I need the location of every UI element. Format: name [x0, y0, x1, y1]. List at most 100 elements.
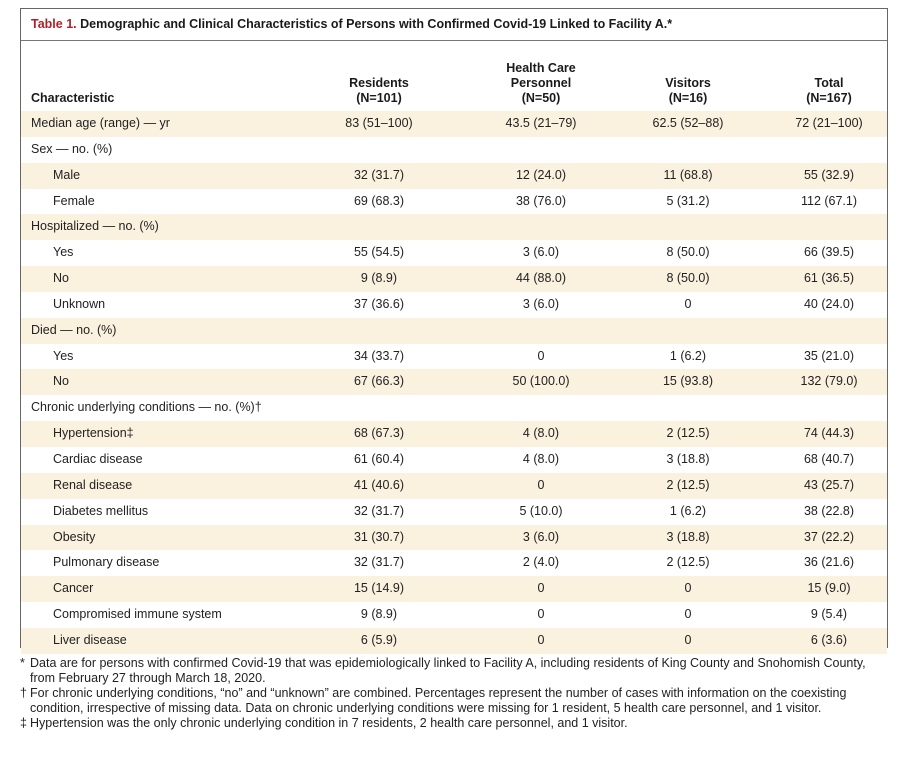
residents-value: 32 (31.7)	[353, 167, 405, 182]
residents-value	[299, 318, 459, 344]
visitors-value: 62.5 (52–88)	[652, 116, 724, 130]
total-value	[749, 214, 908, 240]
table-row: Diabetes mellitus 32 (31.7) 5 (10.0) 1 (6.2…	[21, 499, 887, 525]
table-row: Hospitalized — no. (%)	[21, 214, 887, 241]
hcp-value: 0	[537, 607, 545, 622]
table-row: Pulmonary disease 32 (31.7) 2 (4.0) 2 (12.5…	[21, 550, 887, 576]
table-row: Male 32 (31.7) 12 (24.0) 11 (68.8) 55 (32.9)	[21, 162, 887, 189]
residents-value: 9 (8.9)	[360, 607, 398, 622]
hcp-value: 4 (8.0)	[522, 426, 560, 441]
table-row: Renal disease 41 (40.6) 0 2 (12.5) 43 (25.7)	[21, 472, 887, 499]
residents-value: 83 (51–100)	[345, 116, 413, 130]
total-value: 9 (5.4)	[810, 607, 848, 622]
residents-value: 55 (54.5)	[353, 245, 405, 260]
table-row: Yes 55 (54.5) 3 (6.0) 8 (50.0) 66 (39.5)	[21, 240, 887, 266]
row-label: Yes	[53, 348, 74, 363]
footnote-text: Data are for persons with confirmed Covi…	[30, 656, 866, 685]
row-label: Pulmonary disease	[53, 555, 160, 570]
visitors-value: 0	[684, 607, 692, 622]
row-label: Unknown	[53, 296, 106, 311]
residents-value: 31 (30.7)	[353, 529, 405, 544]
row-label: Obesity	[53, 529, 96, 544]
residents-value	[299, 214, 459, 240]
visitors-value	[608, 318, 768, 344]
footnote-text: For chronic underlying conditions, “no” …	[30, 686, 847, 715]
hcp-value	[461, 318, 621, 344]
hcp-value: 2 (4.0)	[522, 555, 560, 570]
residents-value: 15 (14.9)	[353, 581, 405, 596]
visitors-value: 8 (50.0)	[666, 245, 710, 260]
residents-value: 9 (8.9)	[360, 271, 398, 286]
header-residents-n: (N=101)	[356, 91, 402, 105]
footnote-text: Hypertension was the only chronic underl…	[30, 716, 628, 730]
hcp-value: 50 (100.0)	[512, 374, 570, 389]
row-label: No	[53, 271, 69, 286]
total-value: 74 (44.3)	[803, 426, 855, 441]
table-header: Characteristic Residents (N=101) Health …	[21, 41, 887, 111]
table-row: Yes 34 (33.7) 0 1 (6.2) 35 (21.0)	[21, 344, 887, 370]
hcp-value: 0	[537, 632, 545, 647]
hcp-value	[461, 214, 621, 240]
header-total: Total (N=167)	[749, 76, 908, 106]
visitors-value	[608, 137, 768, 163]
visitors-value: 0	[684, 581, 692, 596]
header-hcp-line1: Health Care	[506, 61, 576, 75]
visitors-value: 1 (6.2)	[669, 503, 707, 518]
visitors-value	[608, 214, 768, 240]
table-row: Obesity 31 (30.7) 3 (6.0) 3 (18.8) 37 (22.2)	[21, 524, 887, 551]
table-row: Compromised immune system 9 (8.9) 0 0 9 (5.4…	[21, 602, 887, 628]
table-row: Median age (range) — yr 83 (51–100) 43.5 (…	[21, 111, 887, 137]
total-value: 35 (21.0)	[803, 348, 855, 363]
footnote: ‡ Hypertension was the only chronic under…	[20, 716, 888, 731]
hcp-value: 4 (8.0)	[522, 451, 560, 466]
row-label: Diabetes mellitus	[53, 503, 149, 518]
row-label: Female	[53, 193, 95, 208]
row-label: Died — no. (%)	[31, 322, 117, 337]
table-row: Cancer 15 (14.9) 0 0 15 (9.0)	[21, 576, 887, 603]
table-row: Sex — no. (%)	[21, 137, 887, 163]
footnote-symbol: *	[20, 656, 25, 670]
table-frame: Table 1. Demographic and Clinical Charac…	[20, 8, 888, 654]
residents-value: 67 (66.3)	[353, 374, 405, 389]
visitors-value: 5 (31.2)	[666, 193, 710, 208]
row-label: Chronic underlying conditions — no. (%)†	[31, 400, 262, 415]
table-title: Demographic and Clinical Characteristics…	[80, 17, 673, 31]
total-value: 132 (79.0)	[800, 374, 858, 389]
header-residents: Residents (N=101)	[299, 76, 459, 106]
residents-value: 32 (31.7)	[353, 555, 405, 570]
footnote: * Data are for persons with confirmed Cov…	[20, 656, 888, 686]
row-label: Sex — no. (%)	[31, 141, 113, 156]
total-value: 68 (40.7)	[803, 451, 855, 466]
hcp-value: 44 (88.0)	[515, 271, 567, 286]
residents-value	[299, 137, 459, 163]
residents-value: 34 (33.7)	[353, 348, 405, 363]
table-row: Died — no. (%)	[21, 317, 887, 344]
table-row: No 67 (66.3) 50 (100.0) 15 (93.8) 132 (79.0)	[21, 369, 887, 396]
hcp-value	[461, 395, 621, 421]
hcp-value: 3 (6.0)	[522, 245, 560, 260]
header-residents-line: Residents	[349, 76, 409, 90]
visitors-value: 1 (6.2)	[669, 348, 707, 363]
header-visitors-n: (N=16)	[668, 91, 708, 105]
visitors-value: 3 (18.8)	[666, 451, 710, 466]
total-value: 55 (32.9)	[803, 167, 855, 182]
residents-value: 61 (60.4)	[353, 451, 405, 466]
total-value: 66 (39.5)	[803, 245, 855, 260]
table-row: Female 69 (68.3) 38 (76.0) 5 (31.2) 112 (67.…	[21, 189, 887, 215]
visitors-value: 2 (12.5)	[666, 426, 710, 441]
total-value: 36 (21.6)	[803, 555, 855, 570]
row-label: Hypertension‡	[53, 426, 134, 441]
total-value	[749, 318, 908, 344]
hcp-value: 3 (6.0)	[522, 529, 560, 544]
visitors-value: 0	[684, 296, 692, 311]
visitors-value: 0	[684, 632, 692, 647]
row-label: Yes	[53, 245, 74, 260]
table-row: Unknown 37 (36.6) 3 (6.0) 0 40 (24.0)	[21, 292, 887, 318]
visitors-value: 8 (50.0)	[666, 271, 710, 286]
residents-value: 68 (67.3)	[353, 426, 405, 441]
header-health-care-personnel: Health Care Personnel (N=50)	[461, 61, 621, 106]
row-label: Median age (range) — yr	[31, 116, 170, 130]
total-value	[749, 137, 908, 163]
row-label: Compromised immune system	[53, 607, 222, 622]
row-label: Cancer	[53, 581, 94, 596]
